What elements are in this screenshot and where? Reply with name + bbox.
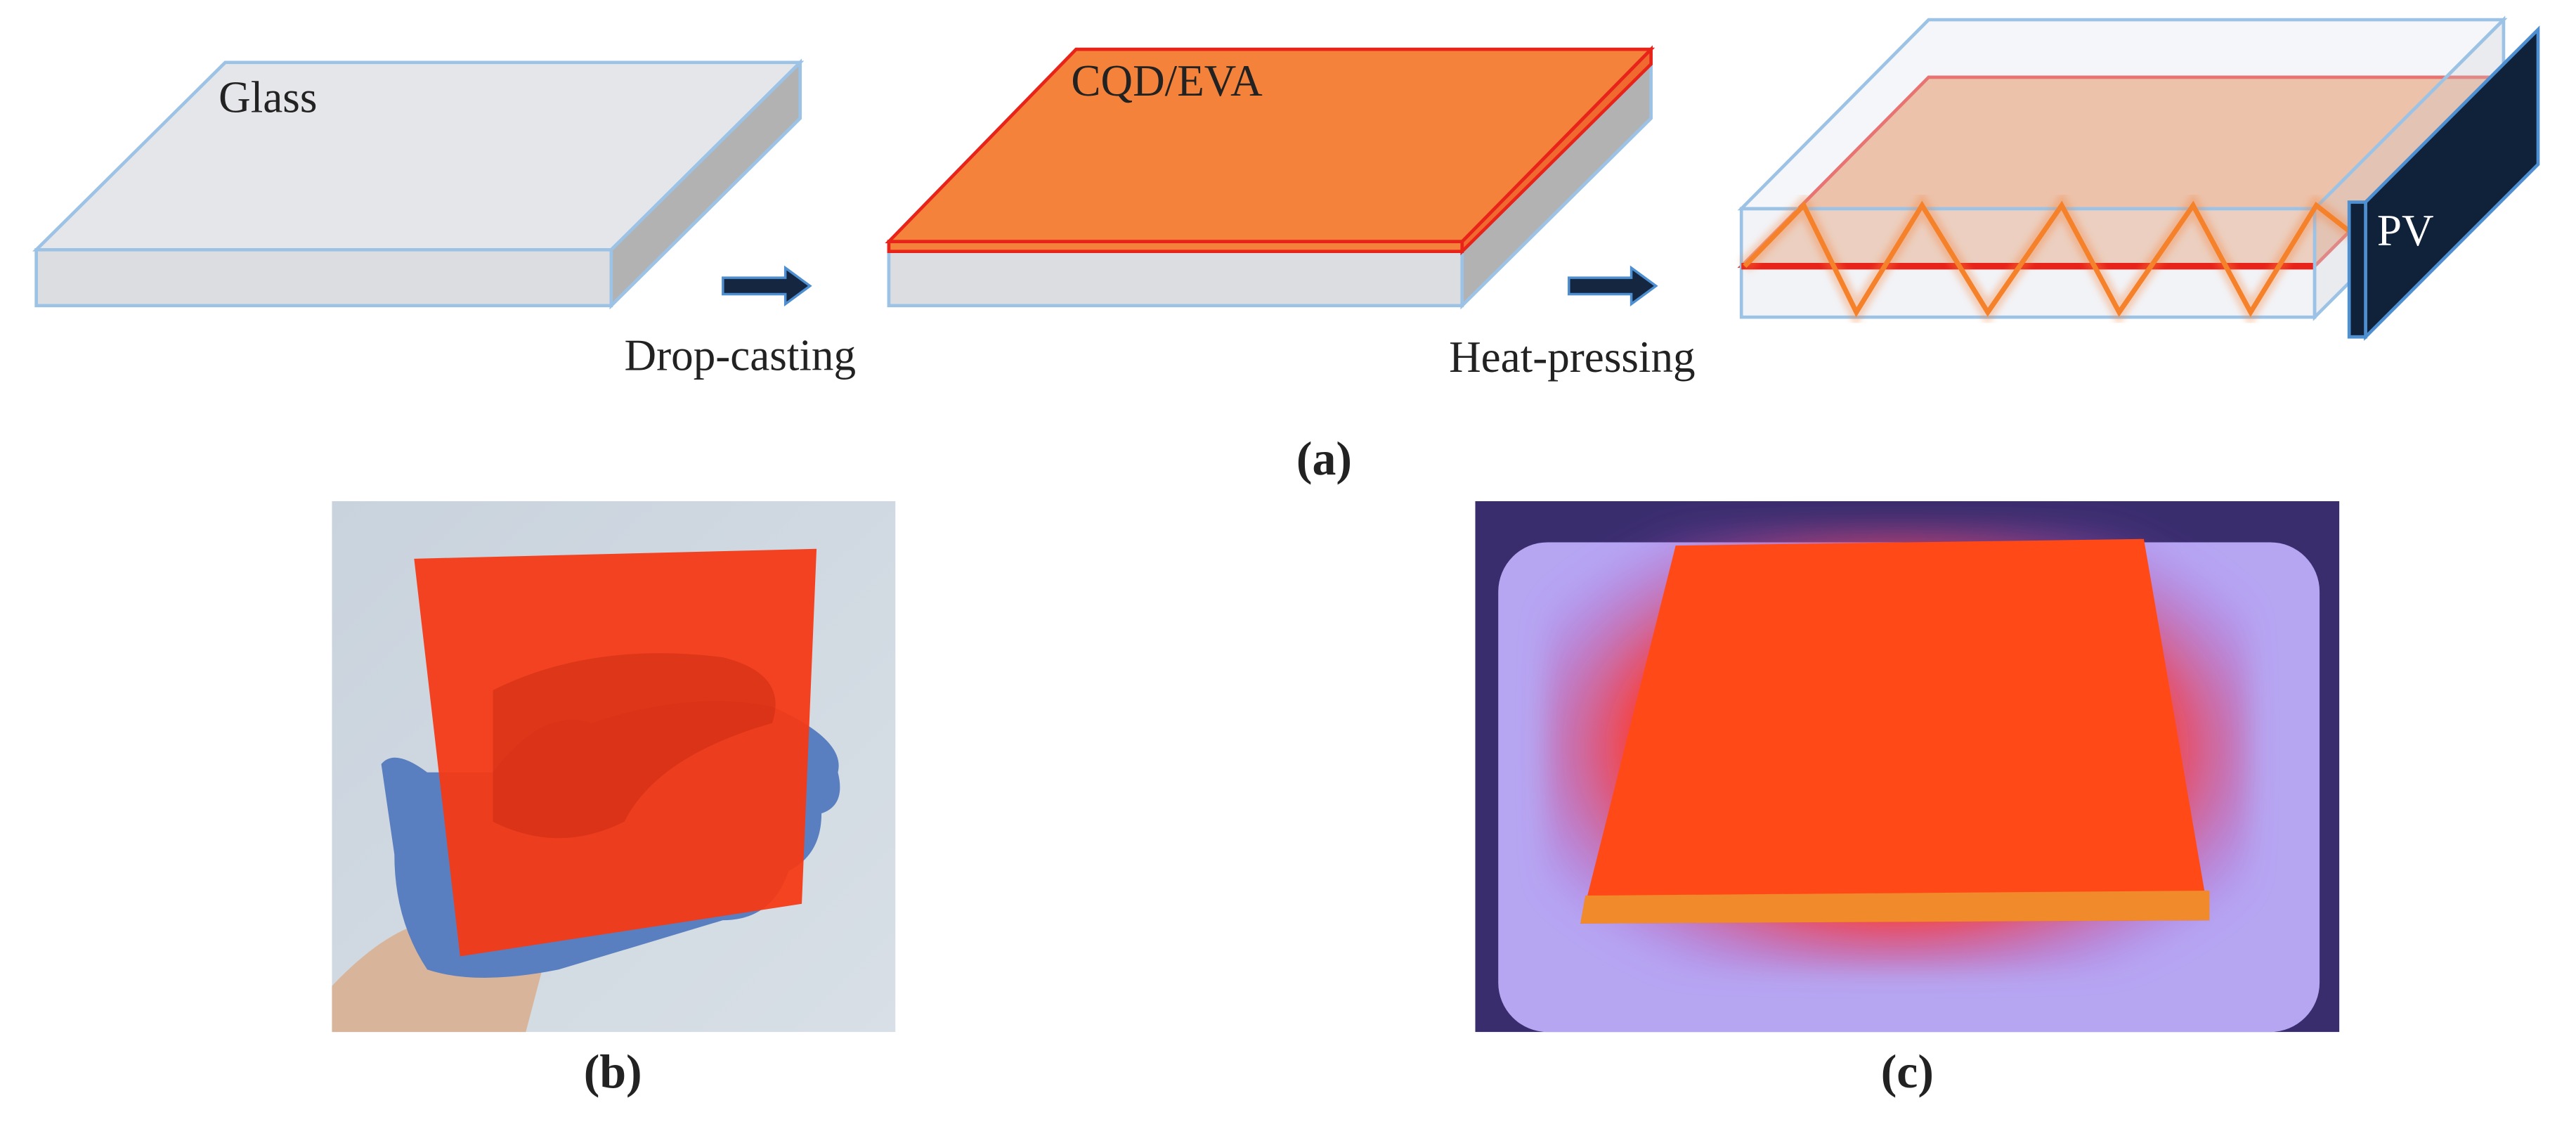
- caption: (a): [1296, 432, 1352, 485]
- coated-slab: [885, 45, 1655, 310]
- photo-b: [332, 501, 896, 1033]
- step-label: Heat-pressing: [1449, 332, 1696, 382]
- glass-label: Glass: [219, 72, 317, 122]
- lsc-device: [1737, 15, 2540, 341]
- arrow: [722, 265, 812, 306]
- photo-c: [1475, 501, 2340, 1033]
- arrow: [1567, 265, 1658, 306]
- caption: (b): [584, 1045, 642, 1098]
- pv-label: PV: [2377, 206, 2434, 255]
- cqd-label: CQD/EVA: [1071, 56, 1263, 105]
- caption: (c): [1881, 1045, 1934, 1098]
- step-label: Drop-casting: [625, 330, 856, 380]
- glass-slab: [32, 58, 805, 310]
